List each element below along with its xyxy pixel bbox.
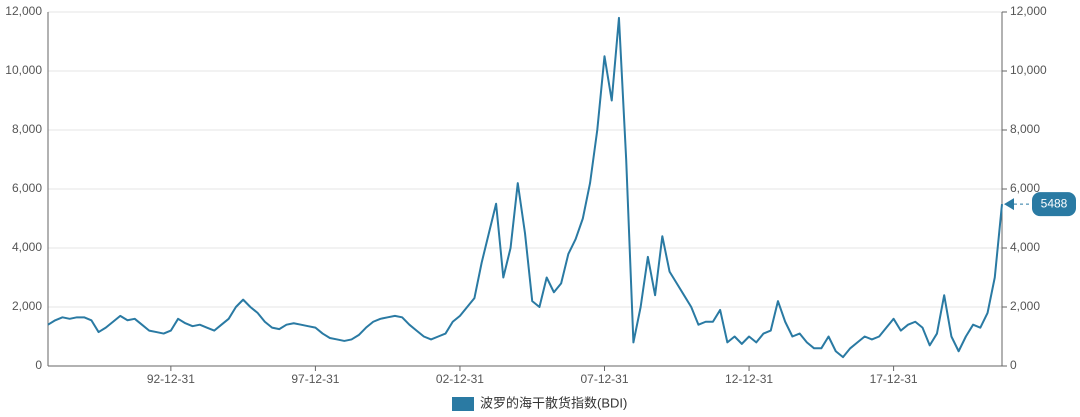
x-tick-label: 07-12-31 xyxy=(580,372,628,386)
y2-tick-label: 8,000 xyxy=(1010,122,1040,136)
y2-tick-label: 6,000 xyxy=(1010,181,1040,195)
y-tick-label: 8,000 xyxy=(12,122,42,136)
x-tick-label: 12-12-31 xyxy=(725,372,773,386)
legend-label: 波罗的海干散货指数(BDI) xyxy=(480,395,627,410)
line xyxy=(47,16,1003,359)
y2-tick-label: 0 xyxy=(1010,358,1017,372)
x-tick-label: 17-12-31 xyxy=(870,372,918,386)
y2-tick-label: 4,000 xyxy=(1010,240,1040,254)
y-tick-label: 2,000 xyxy=(12,299,42,313)
y2-tick-label: 2,000 xyxy=(1010,299,1040,313)
callout-pointer xyxy=(1004,198,1014,211)
x-tick-label: 02-12-31 xyxy=(436,372,484,386)
x-tick-label: 92-12-31 xyxy=(147,372,195,386)
callout-box xyxy=(1032,192,1076,217)
y2-tick-label: 10,000 xyxy=(1010,63,1047,77)
y-tick-label: 4,000 xyxy=(12,240,42,254)
y2-tick-label: 12,000 xyxy=(1010,4,1047,18)
x-tick-label: 97-12-31 xyxy=(291,372,339,386)
y-tick-label: 0 xyxy=(35,358,42,372)
y-tick-label: 6,000 xyxy=(12,181,42,195)
legend-swatch xyxy=(452,397,474,411)
y-tick-label: 10,000 xyxy=(5,63,42,77)
callout-label: 5488 xyxy=(1041,196,1068,210)
y-tick-label: 12,000 xyxy=(5,4,42,18)
